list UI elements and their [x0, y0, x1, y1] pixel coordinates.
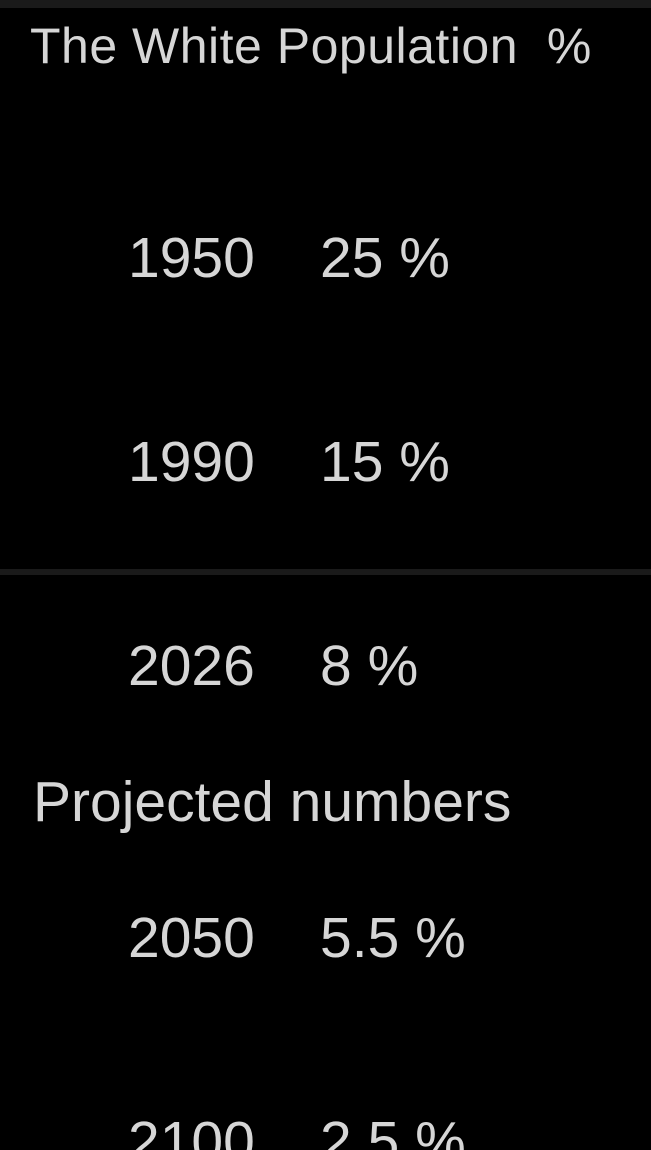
percent-value: 8 % — [320, 634, 419, 698]
bottom-edge-bar — [0, 569, 651, 575]
stats-slide: The White Population % 1950 25 % 1990 15 %… — [30, 18, 592, 1150]
percent-value: 2.5 % — [320, 1110, 466, 1150]
data-rows: 1950 25 % 1990 15 % 2026 8 % Projected numb… — [33, 156, 651, 1150]
top-edge-bar — [0, 0, 651, 8]
year-label: 2026 — [128, 634, 255, 698]
year-label: 2100 — [128, 1110, 255, 1150]
year-label: 1950 — [128, 226, 255, 290]
table-row-2050: 2050 5.5 % — [33, 836, 651, 1040]
year-label: 2050 — [128, 906, 255, 970]
year-label: 1990 — [128, 430, 255, 494]
percent-value: 15 % — [320, 430, 450, 494]
table-row-2100: 2100 2.5 % — [33, 1040, 651, 1150]
projected-numbers-label: Projected numbers — [33, 770, 512, 834]
table-row-2026: 2026 8 % — [33, 564, 651, 768]
table-row-1950: 1950 25 % — [33, 156, 651, 360]
page-title: The White Population % — [30, 18, 592, 74]
table-row-1990: 1990 15 % — [33, 360, 651, 564]
percent-value: 25 % — [320, 226, 450, 290]
percent-value: 5.5 % — [320, 906, 466, 970]
